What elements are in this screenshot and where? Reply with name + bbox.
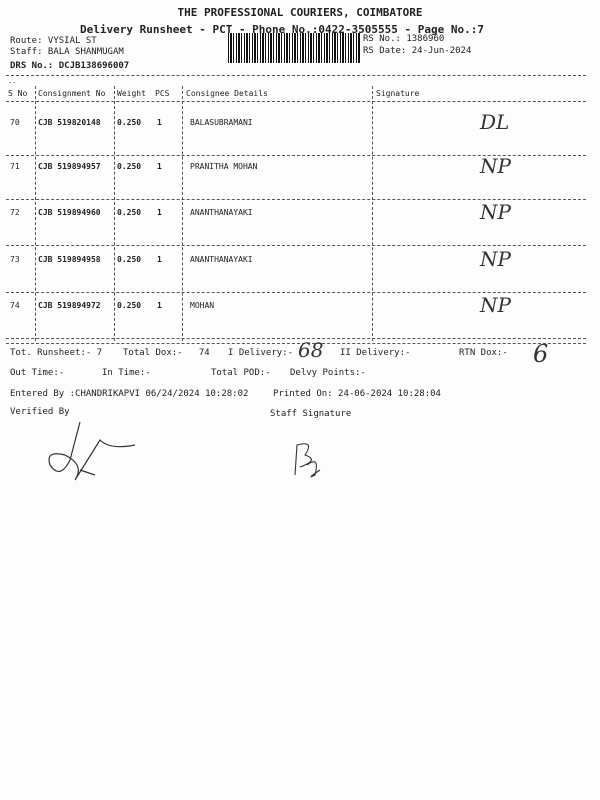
i-delivery: I Delivery:- [228,348,294,358]
col-signature: Signature [376,89,420,98]
row-signature: NP [480,293,511,317]
row-consignee: PRANITHA MOHAN [190,162,258,171]
staff-signature [294,443,321,478]
verified-by: Verified By [10,407,70,417]
barcode [228,33,360,63]
row-consignment-no: CJB 519894957 [38,162,101,171]
row-signature: DL [480,110,510,134]
printed-on: Printed On: 24-06-2024 10:28:04 [273,389,441,399]
staff-signature-label: Staff Signature [270,409,352,419]
row-sno: 71 [10,162,20,171]
row-weight: 0.250 [117,118,142,127]
row-signature: NP [480,247,511,271]
delvy-points: Delvy Points:- [290,368,366,378]
rs-date: RS Date: 24-Jun-2024 [363,46,472,56]
tot-runsheet: Tot. Runsheet:- 7 [10,348,103,358]
row-weight: 0.250 [117,255,142,264]
col-weight: Weight [117,89,146,98]
rtn-dox: RTN Dox:- [459,348,508,358]
i-delivery-handwritten: 68 [298,338,324,362]
row-consignment-no: CJB 519894958 [38,255,101,264]
drs-no: DRS No.: DCJB138696007 [10,61,130,71]
col-sno: S No [8,89,28,98]
row-weight: 0.250 [117,208,142,217]
row-weight: 0.250 [117,162,142,171]
row-consignee: BALASUBRAMANI [190,118,253,127]
verifier-signature [48,421,136,481]
row-weight: 0.250 [117,301,142,310]
total-dox: Total Dox:- 74 [123,348,210,358]
row-pcs: 1 [157,301,162,310]
staff: Staff: BALA SHANMUGAM [10,47,124,57]
col-consignment: Consignment No [38,89,106,98]
rtn-dox-handwritten: 6 [533,340,549,368]
route: Route: VYSIAL ST [10,36,97,46]
row-sno: 72 [10,208,20,217]
row-pcs: 1 [157,255,162,264]
row-pcs: 1 [157,162,162,171]
col-consignee: Consignee Details [186,89,268,98]
row-pcs: 1 [157,118,162,127]
row-signature: NP [480,154,511,178]
row-sno: 70 [10,118,20,127]
ii-delivery: II Delivery:- [340,348,411,358]
row-consignee: ANANTHANAYAKI [190,255,253,264]
company-title: THE PROFESSIONAL COURIERS, COIMBATORE [177,6,423,19]
runsheet-subtitle: Delivery Runsheet - PCT - Phone No.:0422… [80,23,484,36]
row-consignee: MOHAN [190,301,215,310]
row-sno: 74 [10,301,20,310]
out-time: Out Time:- [10,368,65,378]
in-time: In Time:- [102,368,151,378]
total-pod: Total POD:- [211,368,271,378]
row-sno: 73 [10,255,20,264]
row-consignment-no: CJB 519820148 [38,118,101,127]
row-signature: NP [480,200,511,224]
col-pcs: PCS [155,89,170,98]
row-pcs: 1 [157,208,162,217]
entered-by: Entered By :CHANDRIKAPVI 06/24/2024 10:2… [10,389,249,399]
rs-no: RS No.: 1386960 [363,34,445,44]
row-consignment-no: CJB 519894960 [38,208,101,217]
row-consignment-no: CJB 519894972 [38,301,101,310]
row-consignee: ANANTHANAYAKI [190,208,253,217]
